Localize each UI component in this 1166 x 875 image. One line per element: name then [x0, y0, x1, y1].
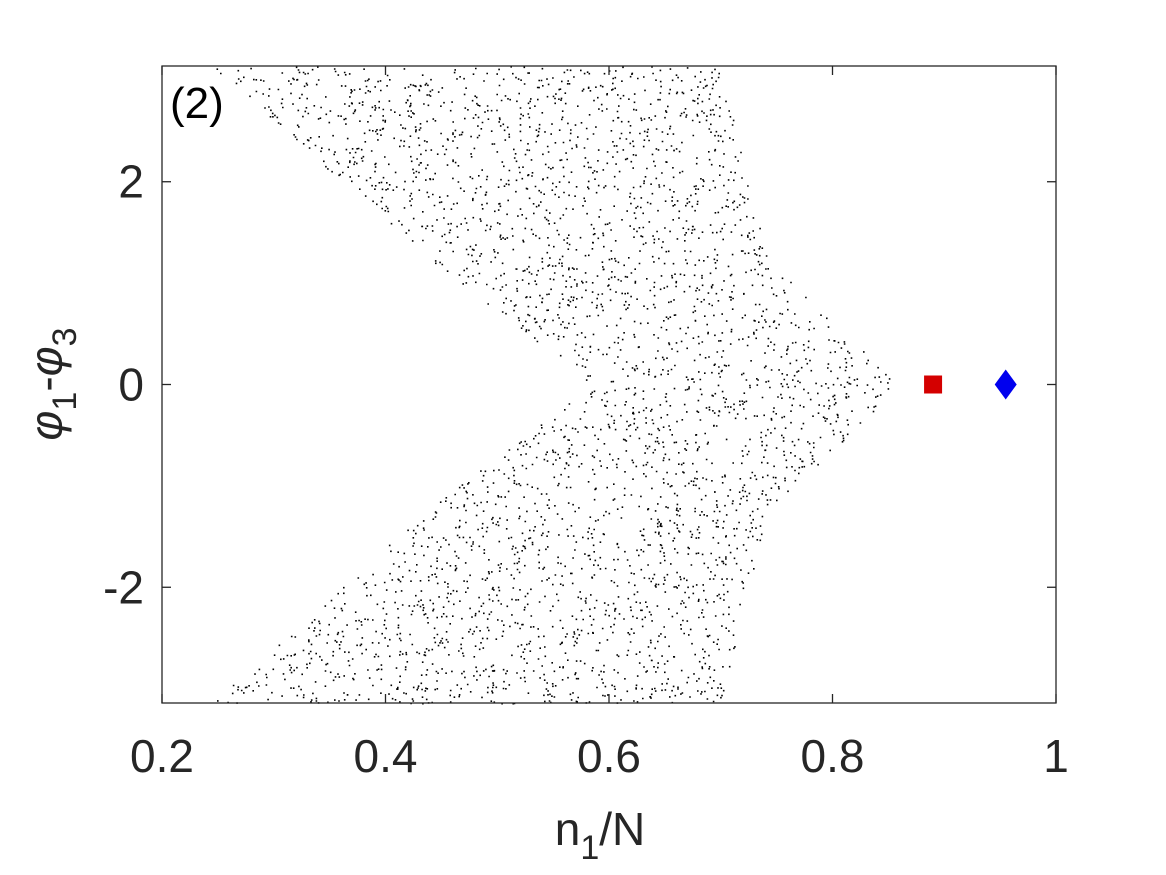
x-tick-label: 0.2: [130, 730, 194, 782]
panel-label: (2): [170, 79, 224, 128]
diamond-marker: [994, 369, 1017, 400]
x-axis-label: n1/N: [555, 803, 646, 867]
x-tick-label: 0.8: [801, 730, 865, 782]
square-marker: [924, 375, 943, 394]
scatter-dots: [216, 66, 891, 705]
y-axis-label: φ1-φ3: [20, 327, 84, 440]
y-tick-label: 0: [118, 359, 144, 411]
y-tick-label: -2: [103, 561, 144, 613]
scatter-points: [216, 66, 891, 705]
y-tick-label: 2: [118, 156, 144, 208]
x-tick-label: 0.4: [354, 730, 418, 782]
axis-ticks: 0.2 0.4 0.6 0.8 1 -2 0 2: [103, 66, 1069, 782]
x-tick-label: 0.6: [577, 730, 641, 782]
x-tick-label: 1: [1043, 730, 1069, 782]
plot-frame: [161, 65, 1057, 704]
special-markers: [924, 369, 1017, 400]
